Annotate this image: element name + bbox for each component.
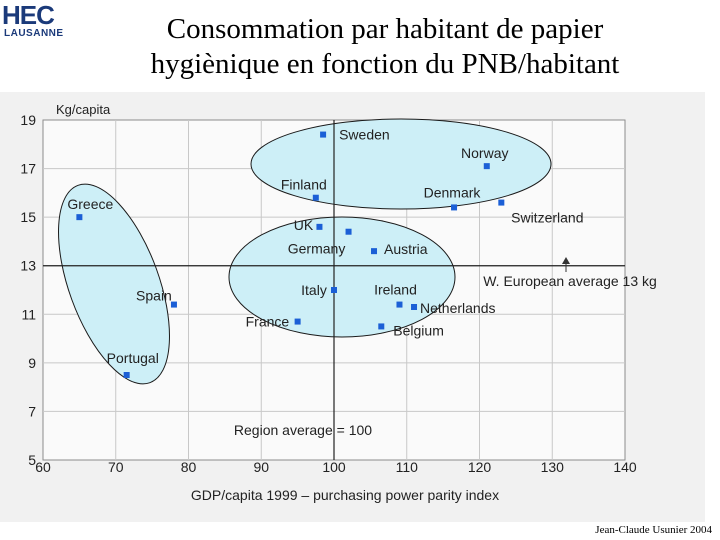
average-arrow xyxy=(562,257,570,272)
title-line-2: hygiènique en fonction du PNB/habitant xyxy=(150,48,620,80)
point-label-sweden: Sweden xyxy=(339,127,390,143)
x-tick-label: 110 xyxy=(396,459,419,475)
point-label-portugal: Portugal xyxy=(107,350,159,366)
y-tick-label: 5 xyxy=(28,452,36,468)
point-label-finland: Finland xyxy=(281,177,327,193)
x-tick-label: 100 xyxy=(322,459,346,475)
y-tick-label: 11 xyxy=(21,306,36,322)
slide-title: Consommation par habitant de papier hygi… xyxy=(70,12,700,82)
logo-mark: HEC xyxy=(2,0,55,30)
x-tick-label: 80 xyxy=(181,459,197,475)
data-points: Sweden Norway Finland Denmark Switzerland Gre… xyxy=(67,127,584,378)
point-label-spain: Spain xyxy=(136,288,172,304)
y-tick-label: 13 xyxy=(20,258,36,274)
point-label-italy: Italy xyxy=(301,282,327,298)
point-label-switzerland: Switzerland xyxy=(511,210,583,226)
data-point-portugal xyxy=(123,372,130,378)
data-point-norway xyxy=(483,163,490,170)
point-label-france: France xyxy=(246,314,290,330)
point-label-uk: UK xyxy=(294,217,314,233)
data-point-germany xyxy=(345,228,352,235)
point-label-ireland: Ireland xyxy=(374,282,417,298)
y-tick-label: 17 xyxy=(20,161,36,177)
y-axis-label: Kg/capita xyxy=(56,102,111,117)
x-tick-label: 120 xyxy=(468,459,492,475)
data-point-ireland xyxy=(396,301,403,308)
x-tick-label: 140 xyxy=(613,459,637,475)
author-credit: Jean-Claude Usunier 2004 xyxy=(595,524,712,536)
hec-lausanne-logo: HEC LAUSANNE xyxy=(2,2,68,42)
point-label-germany: Germany xyxy=(288,241,346,257)
x-tick-label: 60 xyxy=(35,459,51,475)
point-label-denmark: Denmark xyxy=(424,184,482,200)
data-point-sweden xyxy=(320,131,327,138)
point-label-austria: Austria xyxy=(384,241,428,257)
data-point-denmark xyxy=(451,204,458,211)
scatter-chart: 19 17 15 13 11 9 7 5 60 70 80 90 100 110 120 130 140 Swe… xyxy=(0,92,705,522)
point-label-netherlands: Netherlands xyxy=(420,300,496,316)
data-point-greece xyxy=(76,214,83,221)
x-tick-label: 130 xyxy=(541,459,565,475)
y-tick-label: 19 xyxy=(20,112,36,128)
point-label-norway: Norway xyxy=(461,145,508,161)
average-arrow-head xyxy=(562,257,570,264)
y-tick-label: 7 xyxy=(28,403,36,419)
axis-labels: Kg/capita GDP/capita 1999 – purchasing p… xyxy=(56,102,657,503)
southern-cluster-ellipse xyxy=(58,183,170,385)
y-tick-label: 15 xyxy=(20,209,36,225)
nordic-cluster-ellipse xyxy=(250,118,552,210)
point-label-belgium: Belgium xyxy=(393,322,444,338)
data-point-austria xyxy=(371,248,378,255)
data-point-finland xyxy=(312,194,319,201)
cluster-ellipses xyxy=(58,118,552,385)
data-point-france xyxy=(294,318,301,325)
point-label-greece: Greece xyxy=(67,196,113,212)
title-line-1: Consommation par habitant de papier xyxy=(166,13,604,45)
region-average-label: Region average = 100 xyxy=(234,422,372,438)
data-point-belgium xyxy=(378,323,385,330)
x-tick-label: 70 xyxy=(108,459,124,475)
data-point-netherlands xyxy=(411,304,418,310)
y-tick-label: 9 xyxy=(28,355,36,371)
data-point-switzerland xyxy=(498,199,505,206)
data-point-italy xyxy=(331,287,337,293)
data-point-uk xyxy=(316,223,323,230)
logo-subtitle: LAUSANNE xyxy=(4,28,64,39)
x-axis-label: GDP/capita 1999 – purchasing power parit… xyxy=(191,487,499,503)
x-tick-label: 90 xyxy=(253,459,269,475)
data-point-spain xyxy=(170,301,177,308)
w-european-average-label: W. European average 13 kg xyxy=(483,273,657,289)
